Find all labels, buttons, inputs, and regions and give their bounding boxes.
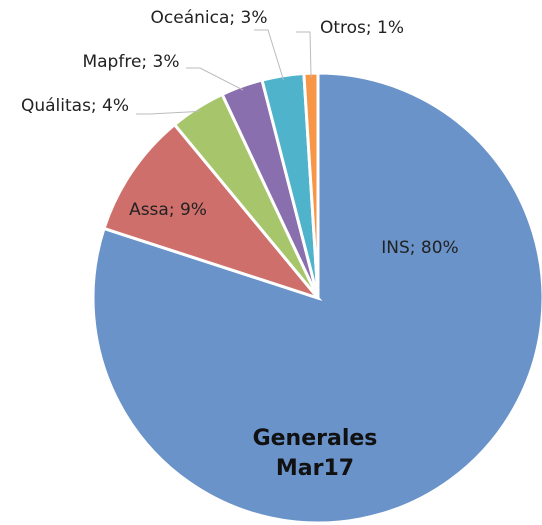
data-label: Mapfre; 3% bbox=[82, 52, 179, 72]
leader-line bbox=[254, 29, 284, 80]
data-label: INS; 80% bbox=[381, 238, 458, 258]
data-label: Oceánica; 3% bbox=[151, 8, 268, 28]
leader-line bbox=[186, 67, 244, 91]
data-label: Otros; 1% bbox=[320, 18, 404, 38]
leader-line bbox=[136, 110, 200, 115]
data-label: Assa; 9% bbox=[129, 200, 207, 220]
data-label: Quálitas; 4% bbox=[21, 96, 129, 116]
leader-line bbox=[296, 31, 312, 78]
chart-title: Generales Mar17 bbox=[252, 426, 378, 481]
pie-slice bbox=[102, 122, 323, 302]
